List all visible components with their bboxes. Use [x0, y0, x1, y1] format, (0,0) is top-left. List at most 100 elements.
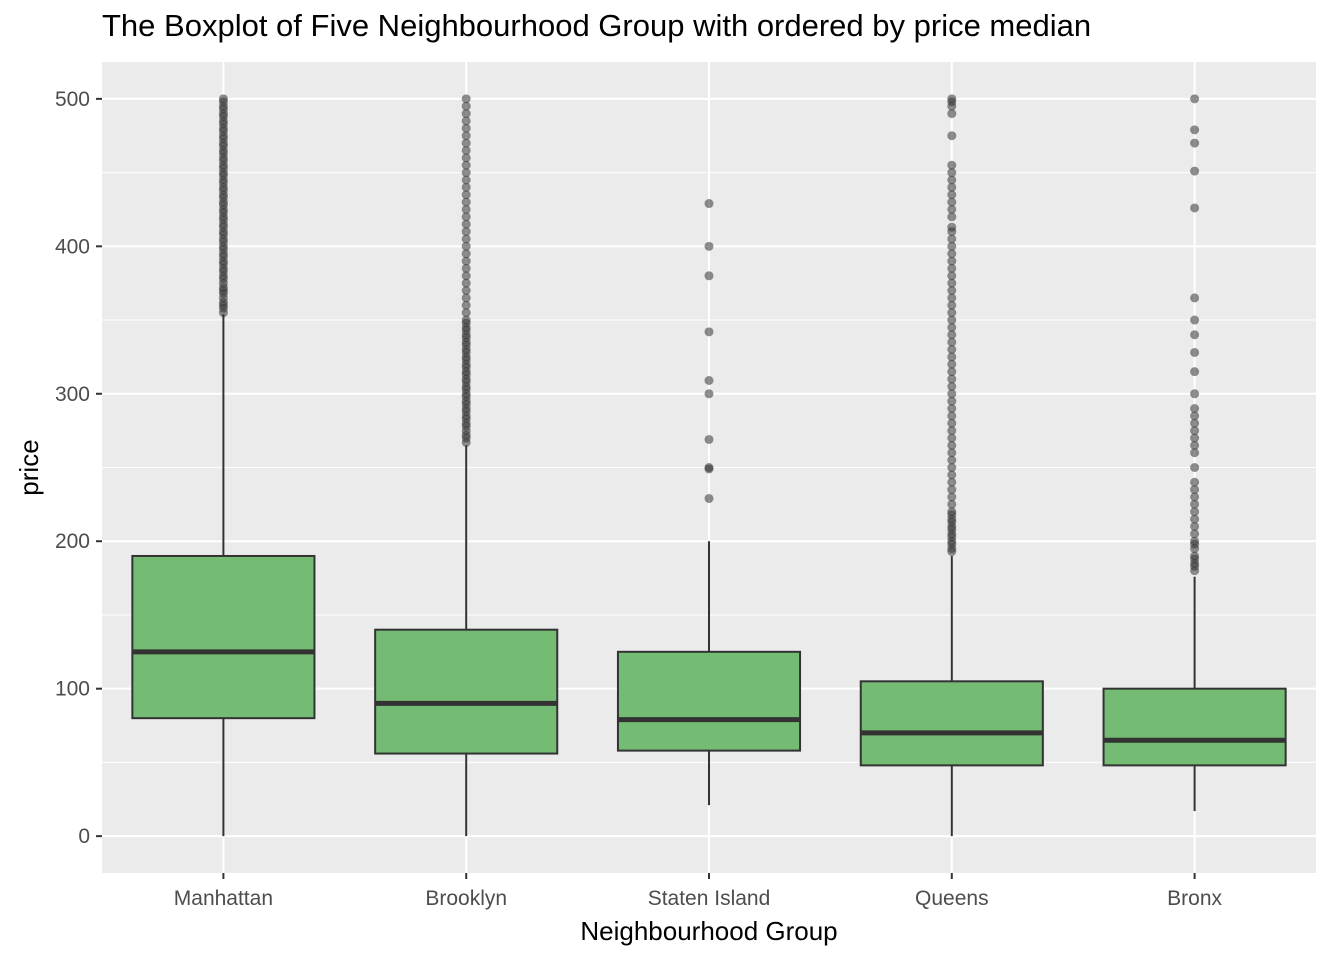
outlier-point [461, 138, 471, 148]
outlier-point [1190, 138, 1200, 148]
outlier-point [947, 222, 957, 232]
outlier-point [947, 477, 957, 487]
outlier-point [947, 418, 957, 428]
outlier-point [461, 308, 471, 318]
chart-title: The Boxplot of Five Neighbourhood Group … [102, 8, 1092, 43]
outlier-point [947, 359, 957, 369]
outlier-point [461, 131, 471, 141]
y-tick-label: 500 [55, 88, 90, 111]
outlier-point [461, 116, 471, 126]
box-brooklyn [374, 94, 559, 837]
outlier-point [947, 234, 957, 244]
outlier-point [461, 109, 471, 119]
outlier-point [461, 145, 471, 155]
y-tick-label: 100 [55, 678, 90, 701]
outlier-point [461, 234, 471, 244]
outlier-point [947, 131, 957, 141]
outlier-point [947, 470, 957, 480]
outlier-point [947, 485, 957, 495]
outlier-point [1190, 315, 1200, 325]
outlier-point [947, 308, 957, 318]
outlier-point [947, 286, 957, 296]
outlier-point [704, 241, 714, 251]
outlier-point [1190, 440, 1200, 450]
outlier-point [461, 278, 471, 288]
outlier-point [1190, 347, 1200, 357]
outlier-point [1190, 203, 1200, 213]
outlier-point [461, 94, 471, 104]
outlier-point [947, 278, 957, 288]
outlier-point [1190, 411, 1200, 421]
outlier-point [1190, 529, 1200, 539]
outlier-point [1190, 536, 1200, 546]
x-tick-label: Bronx [1167, 887, 1222, 910]
x-tick-label: Manhattan [174, 887, 273, 910]
outlier-point [461, 241, 471, 251]
outlier-point [218, 94, 228, 104]
outlier-point [947, 396, 957, 406]
outlier-point [461, 101, 471, 111]
outlier-point [704, 463, 714, 472]
outlier-point [947, 367, 957, 377]
outlier-point [1190, 521, 1200, 531]
outlier-point [704, 271, 714, 281]
outlier-point [1190, 499, 1200, 509]
outlier-point [947, 411, 957, 421]
outlier-point [461, 212, 471, 222]
outlier-point [461, 300, 471, 310]
outlier-point [947, 94, 957, 104]
outlier-point [947, 109, 957, 119]
outlier-point [461, 123, 471, 133]
box-iqr [131, 554, 316, 720]
outlier-point [947, 330, 957, 340]
outlier-point [947, 433, 957, 443]
outlier-point [947, 190, 957, 200]
box-iqr [616, 650, 802, 752]
outlier-point [704, 434, 714, 444]
outlier-point [1190, 492, 1200, 502]
outlier-point [947, 499, 957, 509]
outlier-point [1190, 551, 1200, 561]
outlier-point [947, 241, 957, 251]
outlier-point [1190, 94, 1200, 104]
outlier-point [947, 492, 957, 502]
outlier-point [461, 315, 471, 325]
outlier-point [947, 463, 957, 472]
box-manhattan [131, 94, 316, 837]
outlier-point [461, 190, 471, 200]
outlier-point [947, 263, 957, 273]
outlier-point [947, 271, 957, 281]
outlier-point [704, 327, 714, 337]
outlier-point [1190, 125, 1200, 135]
outlier-point [947, 455, 957, 465]
outlier-point [461, 168, 471, 178]
outlier-point [461, 175, 471, 185]
outlier-point [947, 381, 957, 391]
outlier-point [947, 168, 957, 178]
outlier-point [947, 507, 957, 517]
outlier-point [461, 286, 471, 296]
y-tick-label: 0 [78, 825, 90, 848]
outlier-point [947, 249, 957, 259]
outlier-point [461, 263, 471, 273]
outlier-point [1190, 389, 1200, 399]
outlier-point [461, 293, 471, 303]
outlier-point [1190, 367, 1200, 377]
outlier-point [704, 389, 714, 399]
outlier-point [461, 219, 471, 229]
box-iqr [374, 628, 559, 755]
outlier-point [1190, 433, 1200, 443]
outlier-point [947, 256, 957, 266]
outlier-point [1190, 485, 1200, 495]
outlier-point [947, 374, 957, 384]
y-axis: 0 100 200 300 400 500 [55, 88, 102, 848]
outlier-point [1190, 507, 1200, 517]
outlier-point [1190, 166, 1200, 176]
outlier-point [947, 352, 957, 362]
outlier-point [461, 256, 471, 266]
outlier-point [947, 322, 957, 332]
outlier-point [947, 175, 957, 185]
outlier-point [947, 212, 957, 222]
outlier-point [704, 493, 714, 503]
